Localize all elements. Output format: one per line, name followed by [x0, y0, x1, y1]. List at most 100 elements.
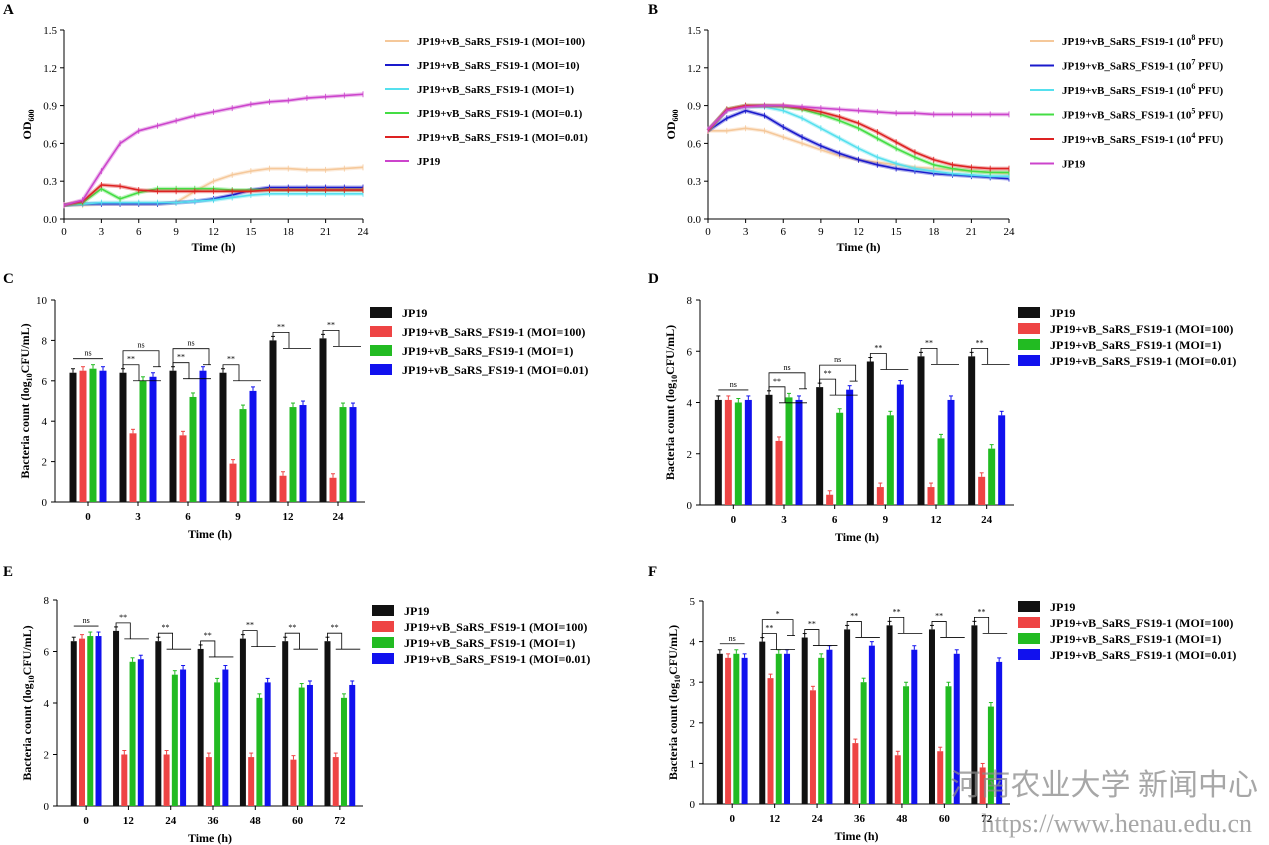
sig-bracket — [242, 630, 258, 647]
legend: JP19 JP19+vB_SaRS_FS19-1 (MOI=100) JP19+vB… — [1018, 306, 1236, 368]
legend-swatch — [1018, 601, 1040, 612]
sig-bracket — [768, 372, 806, 392]
x-tick-label: 12 — [123, 815, 135, 827]
bar-2 — [214, 682, 221, 806]
bar-1 — [724, 399, 732, 505]
x-tick-label: 3 — [135, 511, 141, 523]
bar-1 — [179, 435, 187, 502]
legend-label: JP19+vB_SaRS_FS19-1 (104 PFU) — [1062, 131, 1224, 146]
bar-3 — [744, 399, 752, 505]
legend: JP19 JP19+vB_SaRS_FS19-1 (MOI=100) JP19+vB… — [1018, 600, 1236, 662]
y-axis-label-text: Bacteria count (log — [18, 381, 32, 478]
y-tick-label: 4 — [42, 416, 48, 428]
bar-0 — [119, 372, 127, 502]
y-axis-label-text: Bacteria count (log — [20, 683, 34, 780]
legend-label: JP19+vB_SaRS_FS19-1 (105 PFU) — [1062, 107, 1224, 122]
legend-label-text: JP19+vB_SaRS_FS19-1 (10 — [1062, 85, 1192, 97]
y-axis-label-text: CFU/mL) — [20, 625, 34, 675]
sig-label: ** — [893, 607, 901, 616]
x-tick-label: 24 — [333, 511, 345, 523]
bar-1 — [979, 767, 986, 804]
legend-label: JP19 — [402, 306, 427, 320]
sig-bracket — [284, 632, 300, 650]
bar-1 — [894, 755, 901, 804]
y-axis-label-text: Bacteria count (log — [666, 683, 680, 780]
bar-3 — [99, 370, 107, 502]
bar-3 — [947, 399, 955, 505]
bar-0 — [928, 629, 935, 804]
x-tick-label: 21 — [966, 226, 977, 238]
bar-3 — [996, 661, 1003, 804]
sig-label: ** — [808, 620, 816, 629]
sig-label: ** — [331, 623, 339, 632]
bar-0 — [716, 653, 723, 804]
bar-2 — [239, 409, 247, 502]
x-tick-label: 6 — [136, 226, 142, 238]
legend: JP19 JP19+vB_SaRS_FS19-1 (MOI=100) JP19+vB… — [372, 604, 590, 666]
x-tick-label: 3 — [781, 514, 787, 526]
bar-0 — [324, 641, 331, 806]
legend-label-sup: 7 — [1191, 58, 1195, 67]
x-tick-label: 6 — [832, 514, 838, 526]
bar-1 — [852, 743, 859, 804]
watermark-text: 河南农业大学 新闻中心 — [951, 769, 1259, 802]
panel-letter-F: F — [648, 564, 657, 580]
bar-2 — [189, 396, 197, 502]
x-axis-label: Time (h) — [836, 240, 880, 254]
sig-label: ** — [327, 320, 335, 329]
legend-label: JP19+vB_SaRS_FS19-1 (MOI=100) — [402, 325, 585, 339]
legend-label: JP19+vB_SaRS_FS19-1 (107 PFU) — [1062, 58, 1224, 73]
x-tick-label: 24 — [812, 813, 824, 825]
y-tick-label: 4 — [44, 698, 50, 710]
bar-0 — [971, 625, 978, 804]
y-tick-label: 3 — [690, 677, 696, 689]
legend-swatch — [372, 653, 394, 664]
sig-label: ** — [161, 623, 169, 632]
sig-bracket — [974, 616, 990, 634]
sig-label: ns — [834, 355, 841, 364]
legend-label: JP19+vB_SaRS_FS19-1 (108 PFU) — [1062, 33, 1224, 48]
x-axis-label: Time (h) — [191, 240, 235, 254]
bar-1 — [876, 487, 884, 505]
legend-label: JP19+vB_SaRS_FS19-1 (MOI=1) — [1050, 338, 1221, 352]
legend-swatch — [1018, 633, 1040, 644]
bar-3 — [349, 684, 356, 806]
x-tick-label: 36 — [854, 813, 866, 825]
sig-label: ns — [137, 341, 144, 350]
legend-label: JP19+vB_SaRS_FS19-1 (MOI=0.01) — [1050, 354, 1236, 368]
bar-3 — [896, 384, 904, 505]
panel-letter-D: D — [648, 271, 659, 287]
bar-3 — [299, 405, 307, 502]
bar-2 — [289, 407, 297, 502]
bar-0 — [765, 394, 773, 505]
y-tick-label: 1.5 — [687, 25, 701, 37]
x-tick-label: 12 — [853, 226, 864, 238]
legend-label: JP19+vB_SaRS_FS19-1 (MOI=10) — [417, 60, 580, 72]
legend-label: JP19 — [1050, 306, 1075, 320]
bar-2 — [87, 636, 94, 806]
sig-label: ** — [935, 611, 943, 620]
y-tick-label: 0.6 — [43, 138, 57, 150]
y-tick-label: 0.9 — [687, 101, 701, 113]
x-tick-label: 12 — [208, 226, 219, 238]
bar-2 — [89, 368, 97, 502]
legend-swatch — [372, 621, 394, 632]
sig-label: ns — [84, 349, 91, 358]
bar-3 — [349, 407, 357, 502]
bar-1 — [279, 475, 287, 502]
x-tick-label: 24 — [358, 226, 370, 238]
y-tick-label: 0.0 — [687, 214, 701, 226]
legend-swatch — [372, 637, 394, 648]
legend-label: JP19+vB_SaRS_FS19-1 (MOI=0.01) — [417, 132, 588, 144]
bar-0 — [69, 372, 77, 502]
bar-3 — [306, 684, 313, 806]
sig-bracket — [869, 353, 887, 370]
legend-swatch — [1018, 617, 1040, 628]
bar-2 — [988, 448, 996, 505]
bar-1 — [79, 370, 87, 502]
bar-1 — [937, 751, 944, 804]
x-tick-label: 0 — [83, 815, 89, 827]
bar-2 — [129, 661, 136, 806]
